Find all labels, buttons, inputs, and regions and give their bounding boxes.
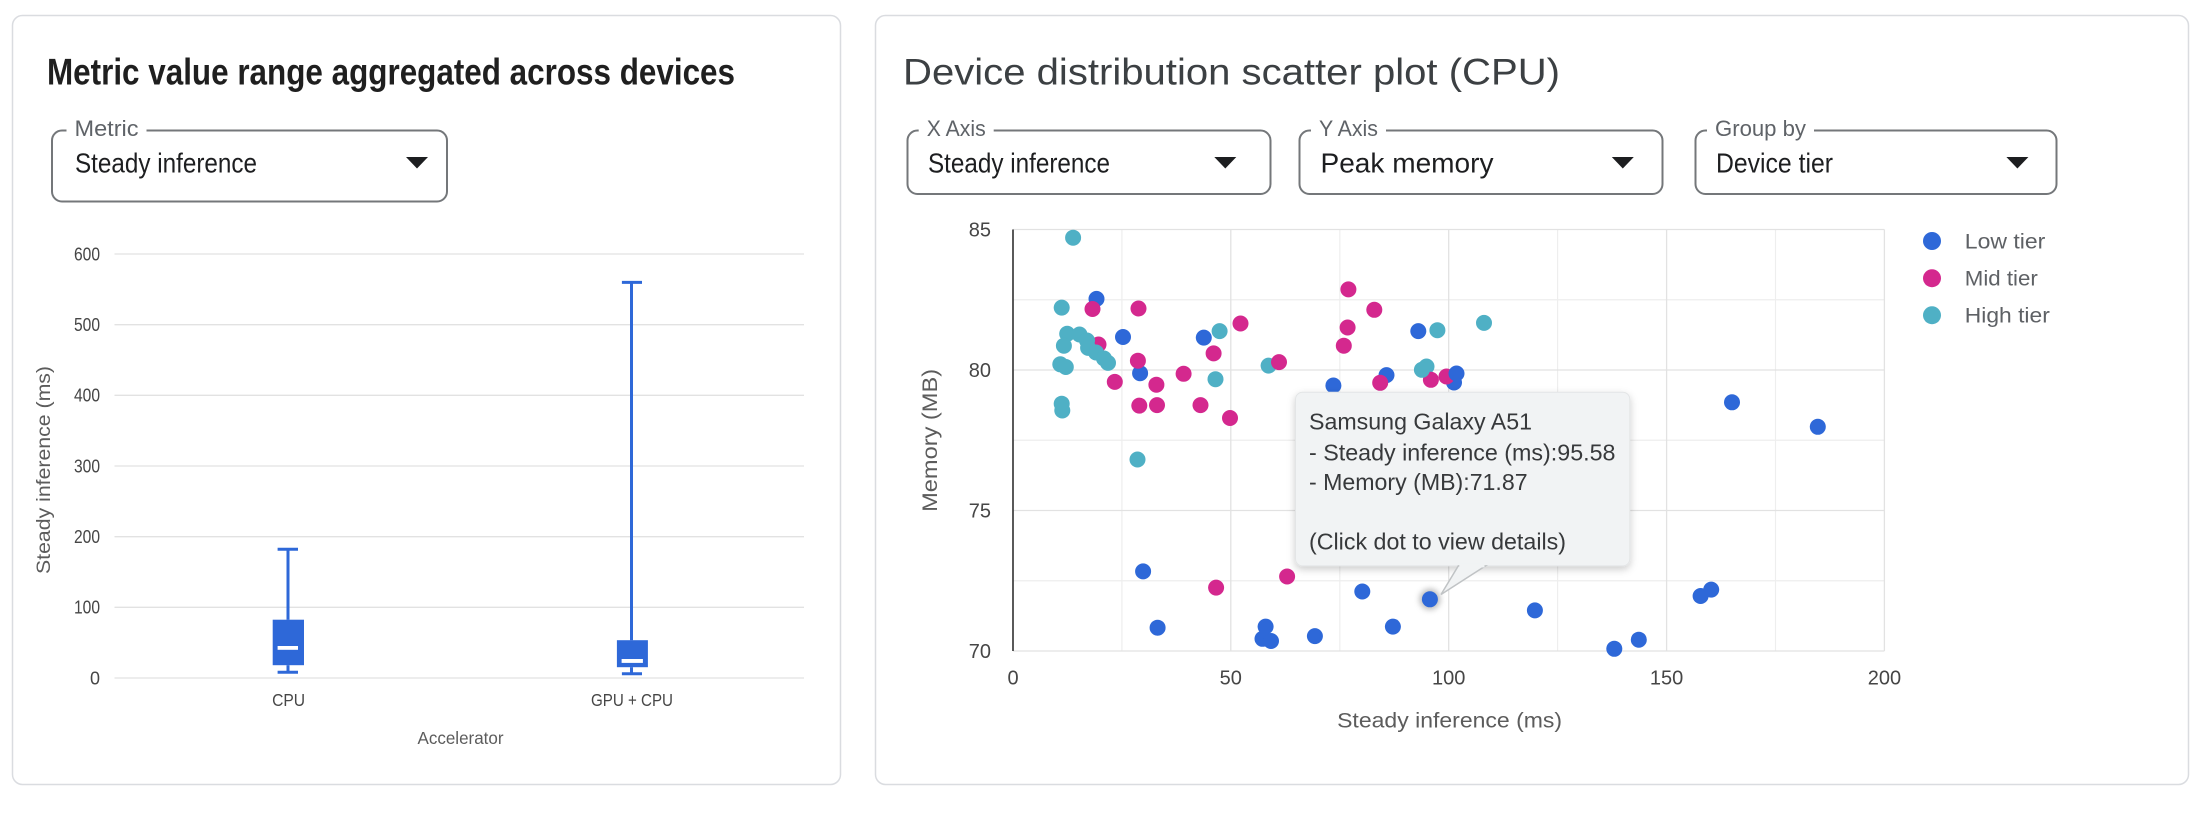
svg-text:200: 200: [74, 527, 100, 547]
svg-text:0: 0: [1007, 668, 1018, 690]
svg-text:CPU: CPU: [272, 690, 305, 710]
svg-text:Low tier: Low tier: [1965, 231, 2046, 254]
svg-text:200: 200: [1868, 668, 1901, 690]
svg-text:100: 100: [1432, 668, 1465, 690]
svg-text:500: 500: [74, 315, 100, 335]
svg-text:80: 80: [969, 360, 991, 382]
svg-text:50: 50: [1220, 668, 1242, 690]
svg-text:GPU + CPU: GPU + CPU: [591, 690, 673, 710]
svg-text:(Click dot to view details): (Click dot to view details): [1309, 528, 1566, 554]
svg-text:Y Axis: Y Axis: [1319, 116, 1378, 141]
svg-text:600: 600: [74, 244, 100, 264]
svg-text:Device tier: Device tier: [1716, 148, 1833, 179]
svg-text:Steady inference: Steady inference: [928, 148, 1110, 179]
svg-text:Metric value range aggregated: Metric value range aggregated across dev…: [47, 52, 735, 93]
svg-text:85: 85: [969, 220, 991, 242]
svg-text:150: 150: [1650, 668, 1683, 690]
svg-text:Steady inference (ms): Steady inference (ms): [1337, 710, 1562, 733]
svg-text:Group by: Group by: [1715, 116, 1806, 141]
svg-text:Memory (MB): Memory (MB): [919, 369, 942, 512]
svg-text:X Axis: X Axis: [927, 116, 986, 141]
svg-text:Peak memory: Peak memory: [1321, 148, 1494, 179]
svg-text:400: 400: [74, 386, 100, 406]
svg-text:- Memory (MB):71.87: - Memory (MB):71.87: [1309, 469, 1528, 495]
svg-text:High tier: High tier: [1965, 305, 2050, 328]
svg-text:100: 100: [74, 598, 100, 618]
svg-text:Samsung Galaxy A51: Samsung Galaxy A51: [1309, 409, 1532, 435]
svg-text:Mid tier: Mid tier: [1965, 268, 2038, 291]
svg-text:Metric: Metric: [75, 116, 139, 141]
svg-text:300: 300: [74, 456, 100, 476]
svg-text:Accelerator: Accelerator: [418, 728, 504, 748]
svg-text:70: 70: [969, 641, 991, 663]
svg-text:Steady inference (ms): Steady inference (ms): [34, 366, 55, 574]
svg-text:0: 0: [90, 668, 100, 688]
svg-text:75: 75: [969, 501, 991, 523]
svg-text:Device distribution scatter pl: Device distribution scatter plot (CPU): [903, 52, 1560, 93]
svg-text:- Steady inference (ms):95.58: - Steady inference (ms):95.58: [1309, 439, 1616, 465]
svg-text:Steady inference: Steady inference: [75, 148, 257, 179]
